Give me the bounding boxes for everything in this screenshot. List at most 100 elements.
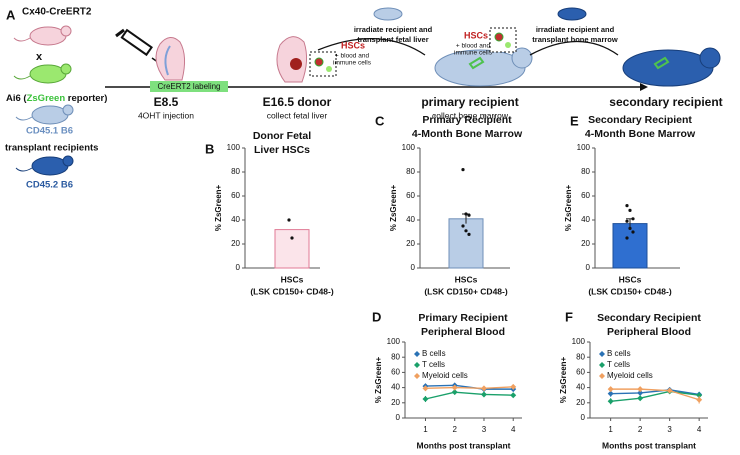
transfer-cells: HSCs xyxy=(464,30,488,40)
transfer-step: transplant fetal liver xyxy=(357,35,428,44)
chart-title: Secondary Recipient xyxy=(588,114,692,126)
y-tick-label: 100 xyxy=(227,143,241,152)
mouse-icon xyxy=(373,7,403,21)
mouse-icon xyxy=(15,104,74,125)
y-tick-label: 0 xyxy=(236,263,241,272)
stage-note: collect fetal liver xyxy=(267,110,328,120)
chart-title: 4-Month Bone Marrow xyxy=(585,128,696,140)
x-tick-label: 3 xyxy=(667,425,672,434)
chart-title: 4-Month Bone Marrow xyxy=(412,128,523,140)
y-tick-label: 0 xyxy=(411,263,416,272)
y-tick-label: 80 xyxy=(231,167,240,176)
y-tick-label: 100 xyxy=(577,143,591,152)
reporter-part: reporter) xyxy=(65,93,107,104)
data-point xyxy=(637,389,644,396)
y-tick-label: 0 xyxy=(586,263,591,272)
data-point xyxy=(637,395,644,402)
series-line xyxy=(610,389,700,396)
cells-box xyxy=(489,27,517,53)
transfer-arrow xyxy=(317,37,426,56)
data-point xyxy=(451,389,458,396)
recipients-label: transplant recipients xyxy=(5,143,98,154)
x-tick-label: 1 xyxy=(608,425,613,434)
data-point xyxy=(510,383,517,390)
strain-label: CD45.1 B6 xyxy=(26,126,73,137)
legend-label: T cells xyxy=(422,360,445,369)
transfer-extra: immune cells xyxy=(333,60,372,67)
data-point xyxy=(510,392,517,399)
data-point xyxy=(607,390,614,397)
data-point xyxy=(631,217,635,221)
data-point xyxy=(461,168,465,172)
transfer-extra: + blood and xyxy=(335,53,370,60)
series-line xyxy=(425,386,514,390)
data-point xyxy=(464,212,468,216)
y-tick-label: 0 xyxy=(581,413,586,422)
y-tick-label: 20 xyxy=(231,239,240,248)
y-tick-label: 100 xyxy=(387,337,401,346)
timeline-arrow xyxy=(640,83,648,91)
data-point xyxy=(625,236,629,240)
embryo-icon xyxy=(276,36,308,83)
chart-title: Peripheral Blood xyxy=(421,326,505,338)
y-tick-label: 0 xyxy=(396,413,401,422)
mouse-icon xyxy=(557,7,587,21)
legend-label: B cells xyxy=(422,349,446,358)
x-tick-label: HSCs xyxy=(281,274,304,284)
y-tick-label: 40 xyxy=(581,215,590,224)
panel-letter: F xyxy=(565,309,573,324)
syringe-icon xyxy=(115,28,163,66)
x-axis-label: Months post transplant xyxy=(417,440,511,450)
stage-label: E16.5 donor xyxy=(263,95,332,109)
data-point xyxy=(480,385,487,392)
mouse-icon xyxy=(13,63,72,84)
series-line xyxy=(425,384,514,390)
mouse-icon xyxy=(13,25,72,46)
chart-title: Liver HSCs xyxy=(254,144,310,156)
data-point xyxy=(696,392,703,399)
chart-title: Secondary Recipient xyxy=(597,312,701,324)
legend-marker xyxy=(599,373,605,379)
legend-label: Myeloid cells xyxy=(607,371,653,380)
panel-letter: D xyxy=(372,309,381,324)
cross-label: x xyxy=(36,51,43,63)
panel-letter: E xyxy=(570,113,579,128)
series-line xyxy=(425,391,514,400)
x-tick-label: 1 xyxy=(423,425,428,434)
stage-note: collect bone marrow xyxy=(432,110,509,120)
y-axis-label: % ZsGreen+ xyxy=(564,184,573,231)
y-tick-label: 40 xyxy=(406,215,415,224)
mouse-icon xyxy=(15,155,74,176)
y-tick-label: 20 xyxy=(576,398,585,407)
legend-marker xyxy=(414,351,420,357)
bar xyxy=(448,218,484,269)
y-tick-label: 20 xyxy=(581,239,590,248)
x-axis-label: (LSK CD150+ CD48-) xyxy=(424,286,508,296)
chart-title: Primary Recipient xyxy=(418,312,508,324)
x-tick-label: 4 xyxy=(697,425,702,434)
y-tick-label: 60 xyxy=(581,191,590,200)
data-point xyxy=(480,391,487,398)
data-point xyxy=(631,230,635,234)
y-axis-label: % ZsGreen+ xyxy=(374,356,383,403)
x-tick-label: HSCs xyxy=(455,274,478,284)
y-tick-label: 80 xyxy=(576,352,585,361)
series-line xyxy=(610,388,700,401)
y-axis-label: % ZsGreen+ xyxy=(214,184,223,231)
y-tick-label: 40 xyxy=(576,383,585,392)
panel-letter: A xyxy=(6,7,16,22)
legend-label: Myeloid cells xyxy=(422,371,468,380)
chart-title: Peripheral Blood xyxy=(607,326,691,338)
data-point xyxy=(628,208,632,212)
embryo-icon xyxy=(155,37,186,81)
y-tick-label: 60 xyxy=(406,191,415,200)
stage-label: primary recipient xyxy=(421,95,518,109)
strain-label: CD45.2 B6 xyxy=(26,180,73,191)
panel-letter: C xyxy=(375,113,385,128)
data-point xyxy=(607,386,614,393)
transfer-extra: + blood and xyxy=(456,43,491,50)
legend-marker xyxy=(599,351,605,357)
y-tick-label: 80 xyxy=(391,352,400,361)
stage-note: 4OHT injection xyxy=(138,110,194,120)
x-tick-label: HSCs xyxy=(619,274,642,284)
